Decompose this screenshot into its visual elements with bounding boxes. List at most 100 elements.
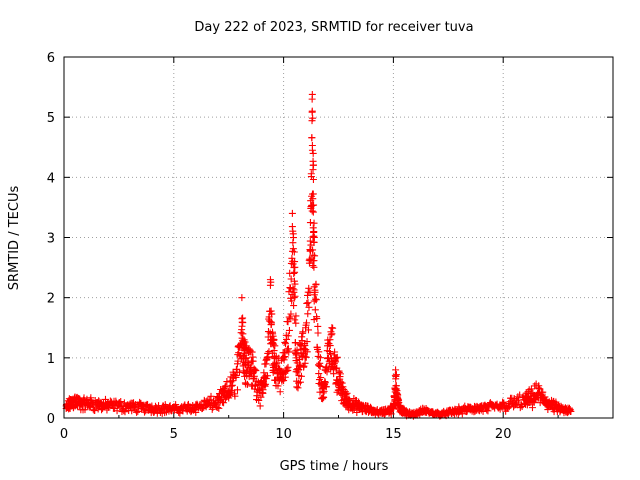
data-point xyxy=(281,338,289,346)
y-tick-label: 4 xyxy=(47,171,55,186)
data-point xyxy=(309,208,317,216)
data-point xyxy=(302,353,310,361)
data-point xyxy=(398,405,406,413)
data-point xyxy=(214,395,222,403)
data-point xyxy=(238,294,246,302)
data-point xyxy=(192,408,200,416)
data-point xyxy=(291,258,299,266)
data-points xyxy=(62,90,575,420)
data-point xyxy=(310,201,318,209)
y-tick-label: 0 xyxy=(47,412,55,427)
data-point xyxy=(316,362,324,370)
data-point xyxy=(313,315,321,323)
data-point xyxy=(320,393,328,401)
data-point xyxy=(115,399,123,407)
data-point xyxy=(141,408,149,416)
data-point xyxy=(198,404,206,412)
y-tick-label: 2 xyxy=(47,292,55,307)
data-point xyxy=(289,285,297,293)
data-point xyxy=(303,319,311,327)
grid xyxy=(64,57,613,418)
data-point xyxy=(353,409,361,417)
data-point xyxy=(341,390,349,398)
data-point xyxy=(314,329,322,337)
data-point xyxy=(242,354,250,362)
data-point xyxy=(304,310,312,318)
data-point xyxy=(484,407,492,415)
data-point xyxy=(265,348,273,356)
data-point xyxy=(233,386,241,394)
data-point xyxy=(233,360,241,368)
data-point xyxy=(322,364,330,372)
data-point xyxy=(324,354,332,362)
data-point xyxy=(261,373,269,381)
x-tick-label: 0 xyxy=(60,427,68,442)
data-point xyxy=(326,350,334,358)
data-point xyxy=(429,408,437,416)
data-point xyxy=(306,219,314,227)
data-point xyxy=(280,354,288,362)
data-point xyxy=(314,361,322,369)
data-point xyxy=(510,396,518,404)
data-point xyxy=(303,299,311,307)
data-point xyxy=(273,359,281,367)
data-point xyxy=(264,328,272,336)
data-point xyxy=(305,284,313,292)
data-point xyxy=(308,134,316,142)
data-point xyxy=(567,407,575,415)
data-point xyxy=(263,372,271,380)
data-point xyxy=(561,405,569,413)
chart-title: Day 222 of 2023, SRMTID for receiver tuv… xyxy=(194,20,473,35)
data-point xyxy=(283,365,291,373)
data-point xyxy=(104,399,112,407)
data-point xyxy=(315,348,323,356)
x-axis-label: GPS time / hours xyxy=(280,459,389,474)
data-point xyxy=(220,399,228,407)
data-point xyxy=(291,339,299,347)
data-point xyxy=(329,324,337,332)
data-point xyxy=(78,397,86,405)
data-point xyxy=(258,384,266,392)
data-point xyxy=(291,280,299,288)
data-point xyxy=(268,310,276,318)
data-point xyxy=(392,366,400,374)
data-point xyxy=(309,176,317,184)
data-point xyxy=(308,107,316,115)
data-point xyxy=(299,328,307,336)
data-point xyxy=(320,387,328,395)
data-point xyxy=(321,379,329,387)
data-point xyxy=(297,342,305,350)
data-point xyxy=(67,396,75,404)
data-point xyxy=(175,408,183,416)
data-point xyxy=(239,319,247,327)
data-point xyxy=(479,407,487,415)
data-point xyxy=(331,348,339,356)
data-point xyxy=(309,161,317,169)
data-point xyxy=(296,378,304,386)
data-point xyxy=(322,383,330,391)
data-point xyxy=(297,372,305,380)
data-point xyxy=(235,342,243,350)
data-point xyxy=(181,402,189,410)
data-point xyxy=(548,399,556,407)
data-point xyxy=(310,263,318,271)
data-point xyxy=(214,404,222,412)
data-point xyxy=(477,402,485,410)
data-point xyxy=(251,366,259,374)
x-tick-label: 10 xyxy=(275,427,292,442)
data-point xyxy=(133,408,141,416)
data-point xyxy=(275,366,283,374)
data-point xyxy=(281,353,289,361)
data-point xyxy=(536,399,544,407)
data-point xyxy=(249,357,257,365)
data-point xyxy=(276,388,284,396)
data-point xyxy=(262,360,270,368)
data-point xyxy=(289,239,297,247)
data-point xyxy=(528,390,536,398)
data-point xyxy=(328,324,336,332)
data-point xyxy=(314,322,322,330)
data-point xyxy=(126,400,134,408)
data-point xyxy=(262,380,270,388)
data-point xyxy=(291,316,299,324)
data-point xyxy=(283,335,291,343)
